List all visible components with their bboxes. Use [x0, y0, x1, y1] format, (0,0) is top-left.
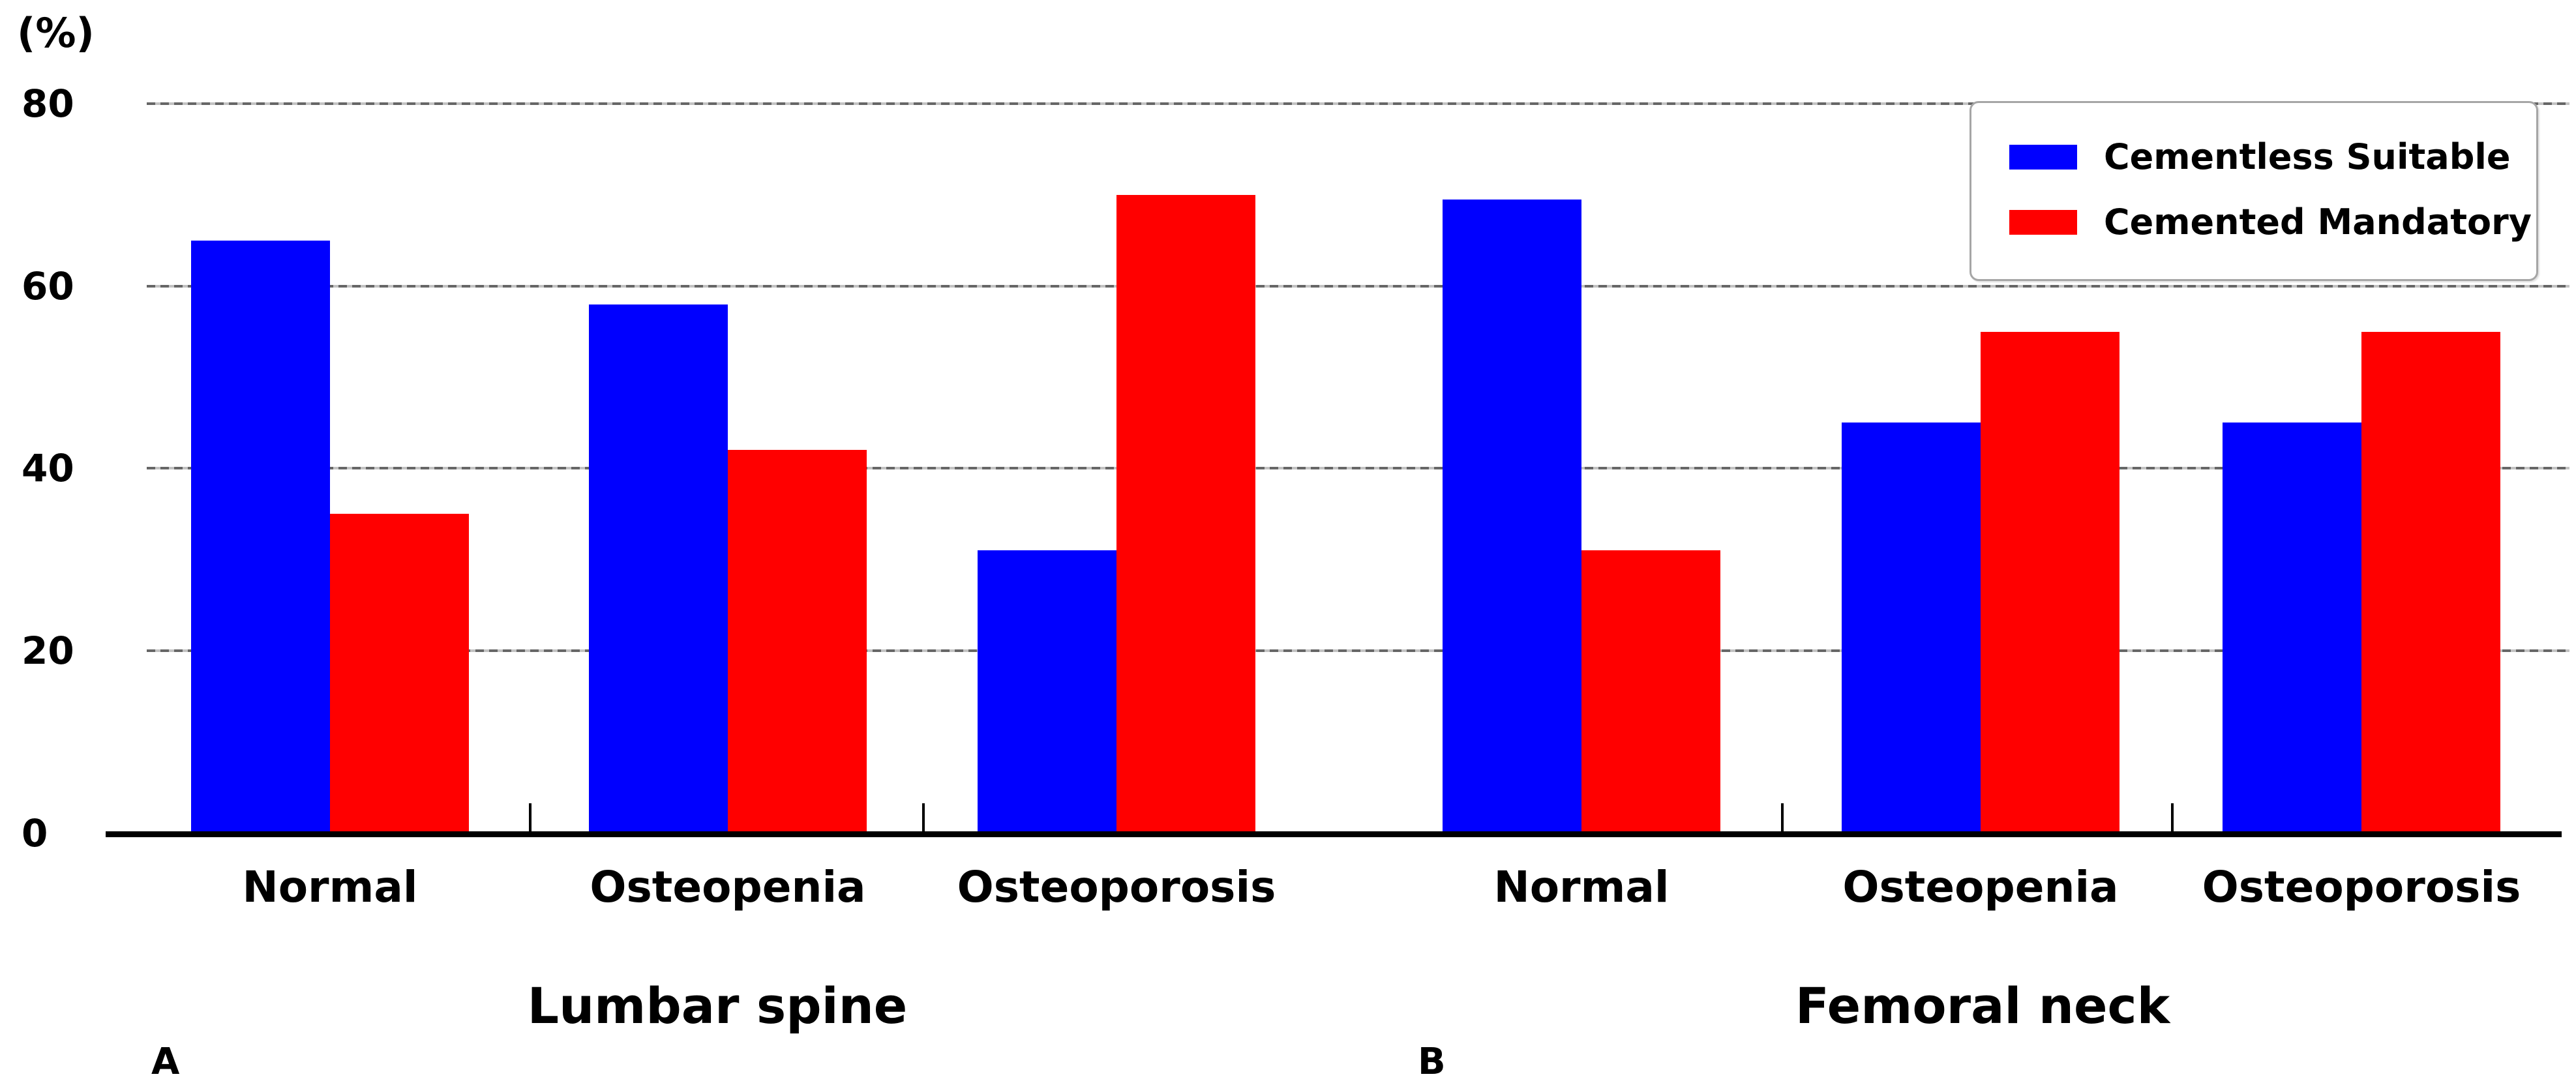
panel-a-tag: A	[151, 1041, 180, 1083]
legend-box: Cementless Suitable Cemented Mandatory	[1969, 101, 2538, 281]
legend-row: Cementless Suitable	[1971, 137, 2536, 177]
panel-b-title: Femoral neck	[1795, 977, 2170, 1035]
category-label-a-osteoporosis: Osteoporosis	[957, 862, 1276, 912]
gridline-20	[147, 649, 2569, 653]
y-tick-label-80: 80	[22, 81, 74, 126]
panel-a-title: Lumbar spine	[527, 977, 908, 1035]
gridline-60	[147, 284, 2569, 288]
axis-boundary-tick	[1781, 803, 1784, 832]
category-label-b-normal: Normal	[1493, 862, 1670, 912]
y-tick-label-20: 20	[22, 629, 74, 674]
bar-a-osteopenia-cemented	[728, 450, 867, 833]
bar-a-normal-cemented	[330, 514, 469, 833]
cementless-suitable-swatch	[2009, 145, 2077, 170]
bar-a-osteopenia-cementless	[589, 304, 728, 833]
axis-boundary-tick	[2171, 803, 2174, 832]
axis-boundary-tick	[922, 803, 925, 832]
category-label-b-osteoporosis: Osteoporosis	[2202, 862, 2521, 912]
bar-a-normal-cementless	[191, 240, 330, 833]
axis-boundary-tick	[529, 803, 532, 832]
y-axis-unit-label: (%)	[17, 9, 95, 57]
y-tick-label-0: 0	[22, 811, 48, 855]
bar-a-osteoporosis-cemented	[1116, 194, 1255, 833]
legend-label-cemented: Cemented Mandatory	[2104, 201, 2532, 243]
gridline-40	[147, 467, 2569, 470]
bar-b-osteopenia-cemented	[1981, 331, 2119, 833]
bar-a-osteoporosis-cementless	[978, 550, 1116, 833]
x-axis-baseline	[106, 831, 2562, 837]
legend-row: Cemented Mandatory	[1971, 202, 2536, 243]
panel-b-tag: B	[1418, 1041, 1446, 1083]
bar-b-osteoporosis-cemented	[2361, 331, 2500, 833]
category-label-b-osteopenia: Osteopenia	[1842, 862, 2119, 912]
legend-label-cementless: Cementless Suitable	[2104, 136, 2511, 177]
category-label-a-osteopenia: Osteopenia	[590, 862, 866, 912]
cemented-mandatory-swatch	[2009, 210, 2077, 235]
category-label-a-normal: Normal	[242, 862, 418, 912]
bar-b-osteopenia-cementless	[1842, 423, 1981, 833]
bar-b-normal-cemented	[1581, 550, 1720, 833]
y-tick-label-40: 40	[22, 446, 74, 491]
bar-b-normal-cementless	[1443, 199, 1581, 833]
bar-b-osteoporosis-cementless	[2223, 423, 2361, 833]
gridline-80	[147, 102, 2569, 105]
y-tick-label-60: 60	[22, 263, 74, 308]
